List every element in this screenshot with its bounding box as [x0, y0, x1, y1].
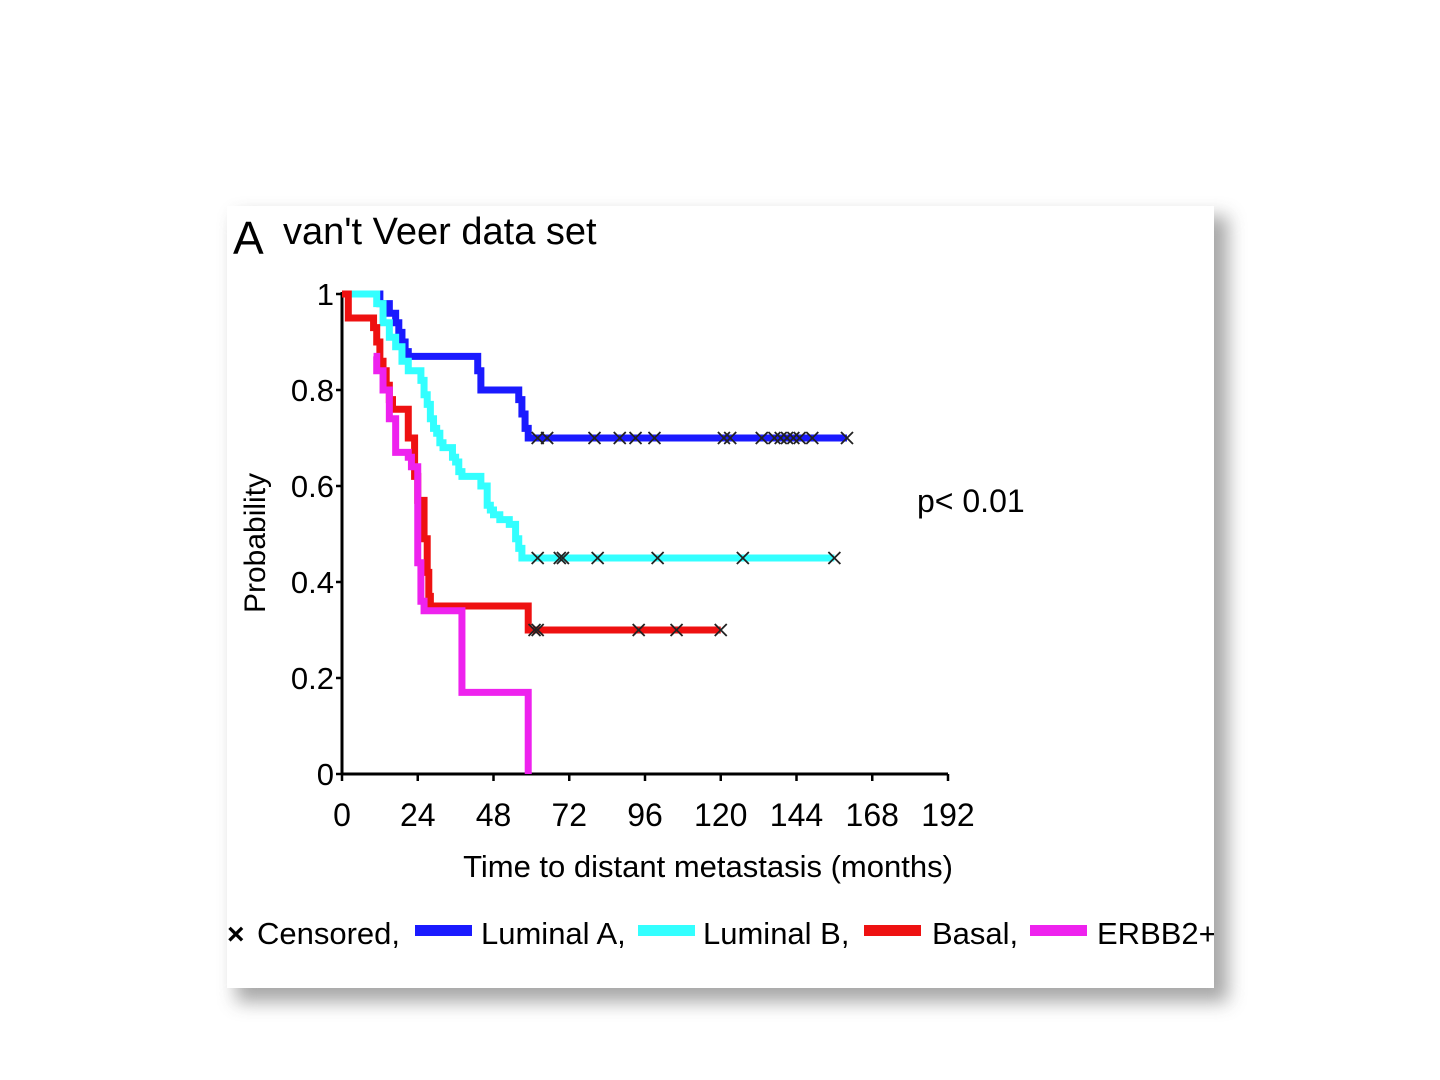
censor-mark-luminal-a — [840, 431, 854, 445]
curve-erbb2 — [373, 352, 532, 774]
legend-censored-symbol: × — [227, 918, 245, 951]
km-survival-chart: A van't Veer data set Probability Time t… — [227, 211, 1214, 951]
legend: × Censored, Luminal A, Luminal B, Basal, ERBB… — [227, 916, 1214, 951]
censor-mark-luminal-b — [827, 551, 842, 565]
curve-luminal-a — [342, 290, 847, 442]
x-tick-label: 192 — [921, 797, 974, 833]
censor-mark-luminal-b — [591, 551, 605, 565]
censor-mark-luminal-a — [755, 431, 769, 445]
censor-mark-luminal-b — [736, 551, 750, 565]
y-tick-label: 0.4 — [291, 565, 334, 600]
x-tick-label: 24 — [400, 797, 436, 833]
censor-mark-basal — [632, 623, 646, 637]
y-tick-label: 0.8 — [291, 373, 334, 408]
panel-letter: A — [233, 212, 264, 264]
censor-mark-basal — [714, 623, 728, 637]
censor-mark-luminal-a — [647, 431, 662, 445]
survival-curves — [342, 290, 847, 774]
legend-label: ERBB2+ — [1097, 916, 1214, 951]
y-tick-label: 1 — [317, 277, 334, 312]
censor-mark-luminal-b — [650, 551, 665, 565]
legend-label: Luminal B, — [703, 916, 849, 951]
y-tick-label: 0.6 — [291, 469, 334, 504]
y-axis-label: Probability — [239, 473, 272, 613]
censor-mark-luminal-a — [628, 431, 643, 445]
censor-marks — [527, 431, 854, 637]
legend-label: Luminal A, — [481, 916, 626, 951]
censor-mark-luminal-a — [717, 431, 731, 445]
legend-swatch — [638, 925, 695, 936]
censor-mark-luminal-b — [531, 551, 545, 565]
censor-mark-luminal-a — [540, 431, 554, 445]
censor-mark-luminal-a — [780, 431, 794, 445]
legend-swatch — [864, 925, 921, 936]
legend-label: Basal, — [932, 916, 1018, 951]
x-tick-label: 144 — [770, 797, 823, 833]
x-tick-label: 96 — [627, 797, 663, 833]
censor-mark-luminal-a — [805, 431, 819, 445]
censor-mark-luminal-a — [793, 431, 807, 445]
x-tick-label: 48 — [476, 797, 512, 833]
x-tick-label: 120 — [694, 797, 747, 833]
curve-luminal-b — [342, 290, 835, 562]
censor-mark-basal — [531, 623, 545, 637]
legend-censored-label: Censored, — [257, 916, 400, 951]
axes: 0 24 48 72 96 120 144 168 192 0 0.2 0.4 0.6 0.8 1 — [291, 277, 975, 833]
censor-mark-luminal-a — [786, 431, 800, 445]
censor-mark-luminal-a — [723, 431, 737, 445]
censor-mark-luminal-a — [767, 431, 782, 445]
x-tick-label: 72 — [551, 797, 587, 833]
p-value-annotation: p< 0.01 — [917, 483, 1025, 519]
figure-card: A van't Veer data set Probability Time t… — [227, 206, 1214, 988]
y-tick-label: 0.2 — [291, 661, 334, 696]
censor-mark-luminal-a — [613, 431, 627, 445]
x-axis-label: Time to distant metastasis (months) — [463, 849, 953, 884]
censor-mark-basal — [527, 623, 542, 637]
censor-mark-basal — [669, 623, 684, 637]
y-tick-label: 0 — [317, 757, 334, 792]
censor-mark-luminal-a — [774, 431, 788, 445]
censor-mark-luminal-b — [556, 551, 570, 565]
x-tick-label: 0 — [333, 797, 351, 833]
x-tick-label: 168 — [846, 797, 899, 833]
censor-mark-luminal-b — [553, 551, 567, 565]
censor-mark-luminal-a — [587, 431, 602, 445]
curve-basal — [342, 290, 721, 634]
legend-swatch — [1030, 925, 1087, 936]
chart-title: van't Veer data set — [283, 211, 597, 253]
legend-swatch — [415, 925, 472, 936]
censor-mark-luminal-a — [531, 431, 545, 445]
